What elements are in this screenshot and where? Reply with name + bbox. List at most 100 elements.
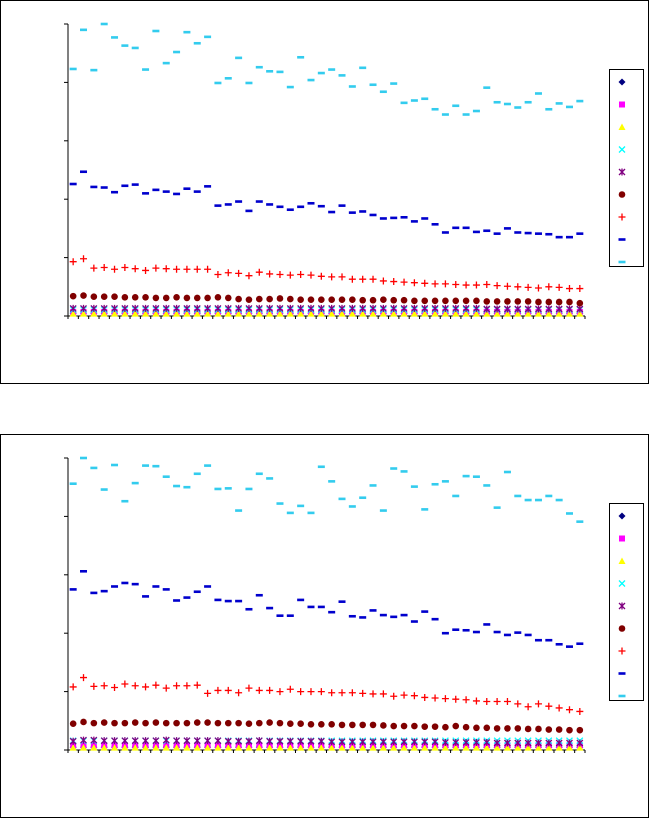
data-point: [69, 482, 77, 485]
data-point: [369, 213, 377, 217]
data-point: [472, 281, 480, 289]
data-point: [514, 283, 522, 291]
data-point: [297, 737, 305, 745]
data-point: [514, 700, 522, 708]
data-point: [80, 456, 88, 460]
data-point: [307, 296, 315, 303]
series-7: [69, 255, 584, 293]
data-point: [576, 642, 584, 646]
data-point: [379, 304, 387, 312]
data-point: [121, 184, 129, 188]
data-point: [193, 590, 201, 594]
data-point: [379, 509, 387, 512]
data-point: [100, 22, 108, 26]
data-point: [545, 310, 553, 317]
series-5: [69, 304, 584, 313]
data-point: [245, 310, 253, 317]
data-point: [183, 304, 191, 312]
data-point: [421, 279, 429, 287]
data-point: [431, 304, 439, 312]
data-point: [131, 304, 139, 312]
data-point: [514, 739, 522, 747]
data-point: [173, 304, 181, 312]
data-point: [286, 744, 294, 751]
data-point: [545, 739, 553, 747]
data-point: [369, 296, 377, 304]
data-point: [441, 631, 449, 635]
data-point: [565, 512, 573, 515]
series-7: [69, 674, 584, 715]
data-point: [328, 610, 336, 614]
data-point: [359, 210, 367, 213]
data-point: [307, 744, 315, 751]
data-point: [369, 744, 377, 751]
data-point: [462, 297, 470, 305]
data-point: [80, 28, 88, 32]
data-point: [369, 310, 377, 317]
data-point: [255, 65, 263, 69]
data-point: [255, 593, 263, 597]
data-point: [493, 282, 501, 290]
data-point: [121, 304, 129, 312]
data-point: [183, 744, 191, 751]
data-point: [214, 310, 222, 317]
data-point: [162, 304, 170, 312]
data-point: [462, 474, 470, 478]
data-point: [224, 744, 232, 751]
data-point: [245, 737, 253, 745]
data-point: [183, 485, 191, 489]
data-point: [235, 310, 243, 317]
data-point: [100, 737, 108, 745]
data-point: [204, 464, 212, 467]
data-point: [255, 686, 263, 694]
data-point: [555, 726, 563, 733]
data-point: [338, 273, 346, 281]
data-point: [400, 691, 408, 699]
data-point: [121, 744, 129, 751]
data-point: [287, 720, 294, 728]
data-point: [369, 690, 377, 698]
data-point: [359, 616, 367, 619]
data-point: [266, 744, 274, 751]
data-point: [193, 737, 201, 745]
data-point: [204, 294, 211, 302]
data-point: [111, 463, 119, 467]
data-point: [183, 30, 191, 34]
data-point: [576, 726, 584, 734]
data-point: [338, 721, 346, 729]
data-point: [142, 744, 150, 751]
data-point: [369, 304, 377, 312]
data-point: [90, 736, 98, 744]
data-point: [348, 211, 356, 214]
data-point: [162, 684, 170, 692]
data-point: [390, 722, 398, 730]
data-point: [462, 281, 470, 289]
data-point: [152, 310, 160, 317]
data-point: [328, 304, 336, 312]
data-point: [297, 688, 305, 696]
data-point: [545, 726, 553, 733]
data-point: [297, 55, 305, 59]
data-point: [441, 738, 449, 746]
data-point: [338, 744, 346, 751]
data-point: [421, 97, 429, 101]
legend-marker-9: [618, 694, 626, 698]
data-point: [524, 703, 532, 711]
data-point: [338, 689, 346, 697]
data-point: [317, 605, 325, 609]
data-point: [576, 285, 584, 293]
data-point: [255, 268, 263, 276]
data-point: [193, 294, 201, 302]
data-point: [514, 305, 522, 313]
data-point: [410, 620, 418, 623]
data-point: [245, 296, 253, 303]
data-point: [348, 744, 356, 751]
data-point: [266, 295, 273, 303]
data-point: [514, 631, 522, 634]
data-point: [390, 82, 398, 85]
data-point: [80, 569, 88, 573]
data-point: [493, 232, 501, 235]
data-point: [100, 589, 108, 593]
data-point: [142, 310, 150, 317]
data-point: [276, 719, 284, 727]
